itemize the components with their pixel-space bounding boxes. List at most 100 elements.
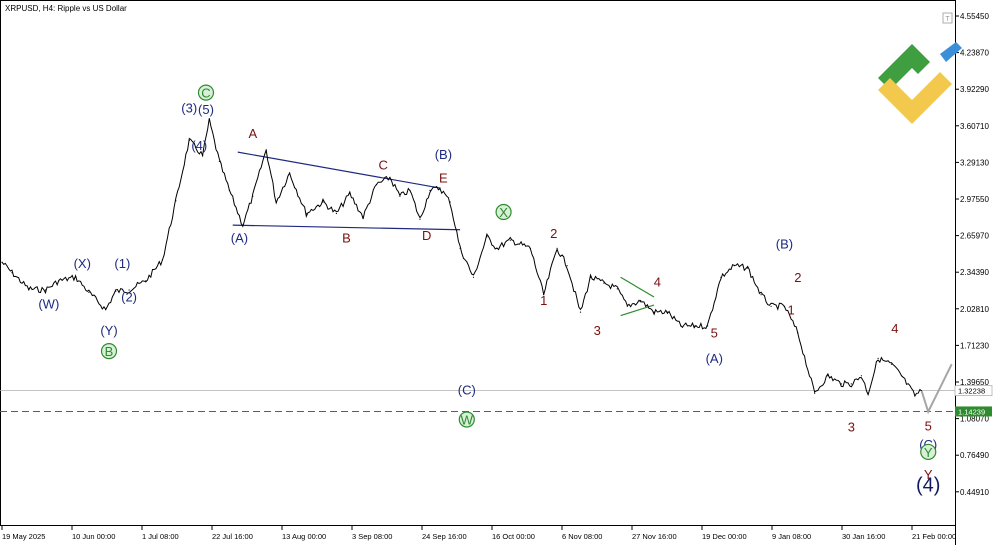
price-point [375, 184, 378, 186]
x-tick-label: 13 Aug 00:00 [282, 532, 326, 541]
y-tick-label: 2.34390 [960, 268, 989, 277]
price-point [827, 375, 829, 377]
price-point [175, 200, 177, 202]
price-point [783, 305, 786, 307]
x-tick-label: 9 Jan 08:00 [772, 532, 811, 541]
logo-green-shape [878, 44, 930, 90]
price-point [496, 247, 498, 249]
price-point [11, 272, 13, 274]
triangle-upper-line [620, 276, 655, 298]
wave-label: 1 [788, 302, 795, 317]
y-tick-label: 3.60710 [960, 122, 989, 131]
wave-label-circle [495, 203, 512, 221]
price-point [900, 375, 903, 377]
wave-label: (4) [191, 138, 207, 153]
price-point [28, 288, 30, 290]
current-price-tag [954, 385, 993, 396]
price-point [128, 289, 130, 291]
logo-blue-shape [940, 42, 962, 62]
price-point [242, 224, 244, 226]
wave-label: B [105, 344, 114, 359]
wave-label: (2) [121, 290, 137, 305]
x-tick-label: 3 Sep 08:00 [352, 532, 392, 541]
support-price-tag [955, 406, 992, 417]
drawings [232, 151, 655, 317]
y-tick-label: 1.71230 [960, 341, 989, 350]
current-price-label: 1.32238 [958, 387, 985, 396]
price-levels: 1.32238 1.14239 [0, 385, 993, 417]
price-point [389, 177, 391, 179]
price-point [409, 189, 411, 191]
price-point [419, 218, 421, 220]
price-point [543, 294, 545, 296]
price-point [797, 332, 799, 334]
price-point [509, 239, 511, 241]
wave-label: (4) [916, 475, 940, 497]
price-point [666, 311, 669, 313]
price-point [145, 280, 147, 282]
wave-label: 5 [925, 418, 932, 433]
wave-label-circle [100, 342, 118, 360]
x-tick-label: 10 Jun 00:00 [72, 532, 115, 541]
y-tick-label: 0.76490 [960, 451, 989, 460]
price-point [265, 149, 267, 151]
price-point [890, 363, 893, 365]
price-point [589, 276, 592, 278]
price-point [770, 305, 772, 307]
wave-label: B [342, 231, 351, 246]
wave-label: C [201, 86, 210, 101]
chart-window-icon[interactable] [942, 12, 953, 24]
price-point [640, 299, 642, 302]
channel-lower-line [232, 224, 461, 231]
price-point [472, 276, 475, 278]
price-point [707, 325, 709, 327]
y-tick-label: 0.44910 [960, 488, 989, 497]
wave-label: (5) [198, 102, 214, 117]
price-point [399, 195, 401, 197]
x-tick-label: 24 Sep 16:00 [422, 532, 467, 541]
x-tick-label: 16 Oct 00:00 [492, 532, 535, 541]
x-tick-label: 30 Jan 16:00 [842, 532, 885, 541]
wave-labels: (W)(X)(Y)B(1)(2)(3)(4)(5)C(A)ABCD(B)E(C)… [38, 84, 940, 497]
x-tick-label: 1 Jul 08:00 [142, 532, 179, 541]
price-point [105, 309, 107, 311]
wave-label: 3 [848, 419, 855, 434]
wave-label: (B) [776, 236, 793, 251]
price-point [840, 383, 842, 385]
price-point [556, 247, 558, 249]
price-point [603, 282, 605, 284]
wave-label-circle [197, 84, 215, 101]
x-tick-label: 19 May 2025 [2, 532, 45, 541]
price-point [362, 216, 364, 218]
wave-label: 2 [794, 270, 801, 285]
y-tick-label: 4.55450 [960, 12, 989, 21]
wave-label: C [379, 158, 388, 173]
x-tick-label: 6 Nov 08:00 [562, 532, 602, 541]
price-point [653, 311, 655, 313]
wave-label: Y [924, 445, 933, 460]
wave-label: 5 [711, 326, 718, 341]
price-line [1, 118, 922, 398]
price-point [459, 247, 461, 249]
chart-title: XRPUSD, H4: Ripple vs US Dollar [5, 4, 127, 13]
price-point [814, 392, 816, 394]
wave-label: (1) [114, 256, 130, 271]
forecast-line [920, 363, 953, 415]
wave-label: W [461, 412, 474, 427]
x-tick-label: 22 Jul 16:00 [212, 532, 253, 541]
y-tick-label: 3.29130 [960, 158, 989, 167]
price-point [720, 276, 722, 278]
wave-label: 2 [550, 226, 557, 241]
wave-label: X [499, 205, 508, 220]
y-tick-label: 2.02810 [960, 305, 989, 314]
price-point [322, 201, 324, 203]
wave-label: (3) [181, 101, 197, 116]
price-point [289, 172, 291, 174]
price-point [529, 247, 531, 249]
price-point [161, 259, 164, 261]
wave-label: 4 [654, 275, 661, 290]
chart-window-icon-glyph: T [945, 16, 950, 23]
price-point [760, 294, 762, 296]
